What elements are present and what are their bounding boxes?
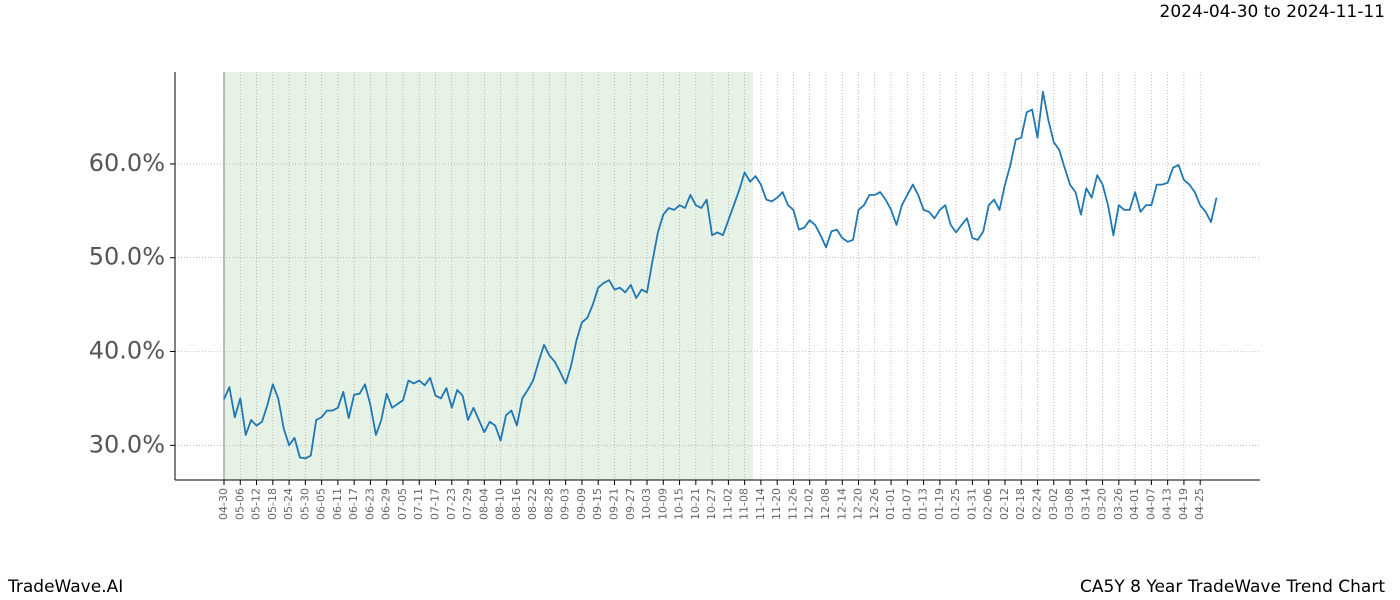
- x-tick-label: 08-28: [542, 488, 555, 520]
- x-tick-label: 12-08: [819, 488, 832, 520]
- x-tick-label: 09-03: [559, 488, 572, 520]
- x-tick-label: 10-09: [656, 488, 669, 520]
- x-tick-label: 09-09: [575, 488, 588, 520]
- x-tick-label: 11-26: [786, 488, 799, 520]
- x-tick-label: 04-07: [1144, 488, 1157, 520]
- x-tick-label: 04-01: [1128, 488, 1141, 520]
- x-tick-label: 03-02: [1047, 488, 1060, 520]
- x-tick-label: 01-25: [949, 488, 962, 520]
- x-tick-label: 04-19: [1177, 488, 1190, 520]
- y-tick-label: 50.0%: [89, 243, 165, 271]
- x-tick-label: 01-13: [917, 488, 930, 520]
- x-tick-label: 05-18: [266, 488, 279, 520]
- x-tick-label: 10-21: [689, 488, 702, 520]
- y-tick-label: 30.0%: [89, 430, 165, 458]
- x-tick-label: 04-25: [1193, 488, 1206, 520]
- x-tick-label: 03-14: [1079, 488, 1092, 520]
- x-tick-label: 02-06: [982, 488, 995, 520]
- x-tick-label: 07-05: [396, 488, 409, 520]
- y-tick-label: 40.0%: [89, 337, 165, 365]
- x-tick-label: 11-08: [738, 488, 751, 520]
- x-tick-label: 05-12: [250, 488, 263, 520]
- date-range: 2024-04-30 to 2024-11-11: [1160, 2, 1385, 22]
- x-tick-label: 10-03: [640, 488, 653, 520]
- x-tick-label: 07-11: [412, 488, 425, 520]
- x-tick-label: 08-16: [510, 488, 523, 520]
- x-tick-label: 01-07: [900, 488, 913, 520]
- x-tick-label: 12-14: [835, 488, 848, 520]
- highlight-region: [224, 72, 753, 480]
- x-tick-label: 05-24: [282, 488, 295, 520]
- x-tick-label: 02-12: [998, 488, 1011, 520]
- x-tick-label: 01-19: [933, 488, 946, 520]
- x-tick-label: 07-29: [461, 488, 474, 520]
- x-tick-label: 06-05: [315, 488, 328, 520]
- x-tick-label: 01-31: [965, 488, 978, 520]
- x-tick-label: 09-21: [607, 488, 620, 520]
- x-tick-label: 10-27: [705, 488, 718, 520]
- x-tick-label: 12-02: [803, 488, 816, 520]
- chart-title: CA5Y 8 Year TradeWave Trend Chart: [1080, 577, 1385, 597]
- x-tick-label: 06-11: [331, 488, 344, 520]
- x-tick-label: 02-24: [1031, 488, 1044, 520]
- x-tick-label: 07-17: [429, 488, 442, 520]
- x-tick-label: 03-26: [1112, 488, 1125, 520]
- x-tick-label: 09-27: [624, 488, 637, 520]
- x-tick-label: 08-04: [477, 488, 490, 520]
- x-tick-label: 11-02: [721, 488, 734, 520]
- y-tick-label: 60.0%: [89, 149, 165, 177]
- x-tick-label: 08-10: [494, 488, 507, 520]
- x-tick-label: 01-01: [884, 488, 897, 520]
- x-tick-label: 04-13: [1161, 488, 1174, 520]
- x-tick-label: 12-26: [868, 488, 881, 520]
- x-tick-label: 03-08: [1063, 488, 1076, 520]
- brand: TradeWave.AI: [7, 577, 123, 597]
- x-tick-label: 02-18: [1014, 488, 1027, 520]
- x-tick-label: 06-17: [347, 488, 360, 520]
- x-tick-label: 05-30: [298, 488, 311, 520]
- x-tick-label: 11-14: [754, 488, 767, 520]
- x-tick-label: 08-22: [526, 488, 539, 520]
- x-tick-label: 10-15: [673, 488, 686, 520]
- x-tick-label: 03-20: [1096, 488, 1109, 520]
- x-tick-label: 04-30: [217, 488, 230, 520]
- x-tick-label: 06-23: [363, 488, 376, 520]
- x-tick-label: 12-20: [852, 488, 865, 520]
- x-tick-label: 09-15: [591, 488, 604, 520]
- x-tick-label: 07-23: [445, 488, 458, 520]
- x-tick-label: 11-20: [770, 488, 783, 520]
- x-tick-label: 05-06: [233, 488, 246, 520]
- trend-line: [223, 90, 1218, 460]
- x-tick-label: 06-29: [380, 488, 393, 520]
